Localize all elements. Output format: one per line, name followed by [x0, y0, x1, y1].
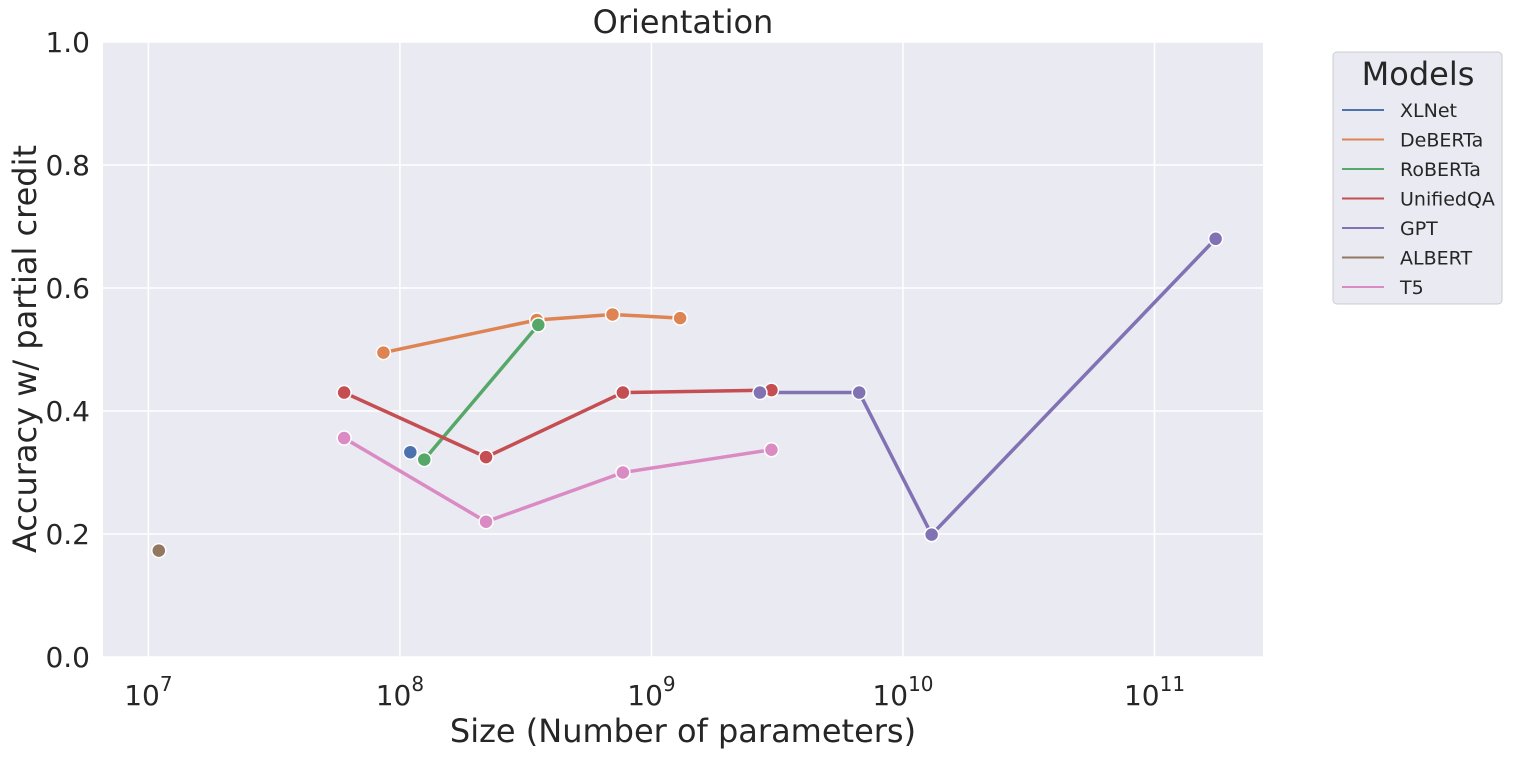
data-point-gpt — [851, 384, 867, 401]
x-tick-label: 108 — [376, 672, 424, 712]
legend-items: XLNet DeBERTa RoBERTa UnifiedQA GPT ALBERT T5 — [1342, 100, 1495, 299]
y-axis-label: Accuracy w/ partial credit — [6, 145, 44, 553]
series-line-t5 — [342, 436, 774, 524]
y-tick-label: 0.8 — [45, 149, 90, 182]
data-point-unifiedqa — [336, 384, 352, 401]
y-tick-label: 0.0 — [45, 641, 90, 674]
legend-label-deberta: DeBERTa — [1400, 130, 1483, 152]
x-tick-label: 1010 — [872, 672, 933, 712]
x-tick-label: 1011 — [1124, 672, 1185, 712]
plot-background — [103, 42, 1263, 657]
series-line-unifiedqa — [342, 388, 774, 459]
legend: Models XLNet DeBERTa RoBERTa UnifiedQA GPT AL… — [1332, 51, 1503, 305]
data-point-t5 — [478, 513, 494, 530]
grid — [103, 41, 1263, 658]
legend-label-gpt: GPT — [1400, 218, 1438, 240]
x-tick-label: 109 — [627, 672, 675, 712]
legend-label-albert: ALBERT — [1400, 248, 1472, 270]
data-point-deberta — [604, 306, 621, 323]
data-point-gpt — [1207, 231, 1224, 247]
series-lines — [342, 237, 1218, 537]
data-point-t5 — [615, 464, 631, 481]
legend-label-xlnet: XLNet — [1400, 100, 1457, 122]
x-axis-label: Size (Number of parameters) — [450, 712, 916, 750]
tick-labels: 107 108 109 1010 1011 0.0 0.2 0.4 0.6 0.8 1.0 — [45, 26, 1185, 712]
series-line-deberta — [381, 312, 682, 355]
series-line-gpt — [758, 237, 1218, 537]
legend-label-t5: T5 — [1399, 277, 1424, 299]
x-tick-label: 107 — [124, 672, 172, 712]
series-points — [151, 231, 1224, 559]
data-point-deberta — [672, 310, 688, 326]
data-point-t5 — [336, 430, 352, 446]
data-point-roberta — [416, 451, 433, 468]
data-point-unifiedqa — [615, 384, 631, 401]
chart-title: Orientation — [593, 3, 774, 41]
legend-title: Models — [1362, 55, 1475, 93]
data-point-t5 — [763, 441, 780, 458]
data-point-deberta — [375, 344, 392, 361]
data-point-gpt — [923, 526, 940, 543]
legend-box — [1332, 51, 1503, 305]
data-point-xlnet — [402, 444, 419, 460]
data-point-gpt — [752, 384, 768, 401]
y-tick-label: 0.4 — [45, 395, 90, 428]
y-tick-label: 0.2 — [45, 518, 90, 551]
y-tick-label: 1.0 — [45, 26, 90, 59]
y-tick-label: 0.6 — [45, 272, 90, 305]
data-point-roberta — [530, 317, 547, 333]
legend-label-roberta: RoBERTa — [1400, 159, 1481, 181]
data-point-albert — [151, 542, 167, 559]
legend-label-unifiedqa: UnifiedQA — [1400, 189, 1495, 211]
data-point-unifiedqa — [478, 449, 494, 465]
